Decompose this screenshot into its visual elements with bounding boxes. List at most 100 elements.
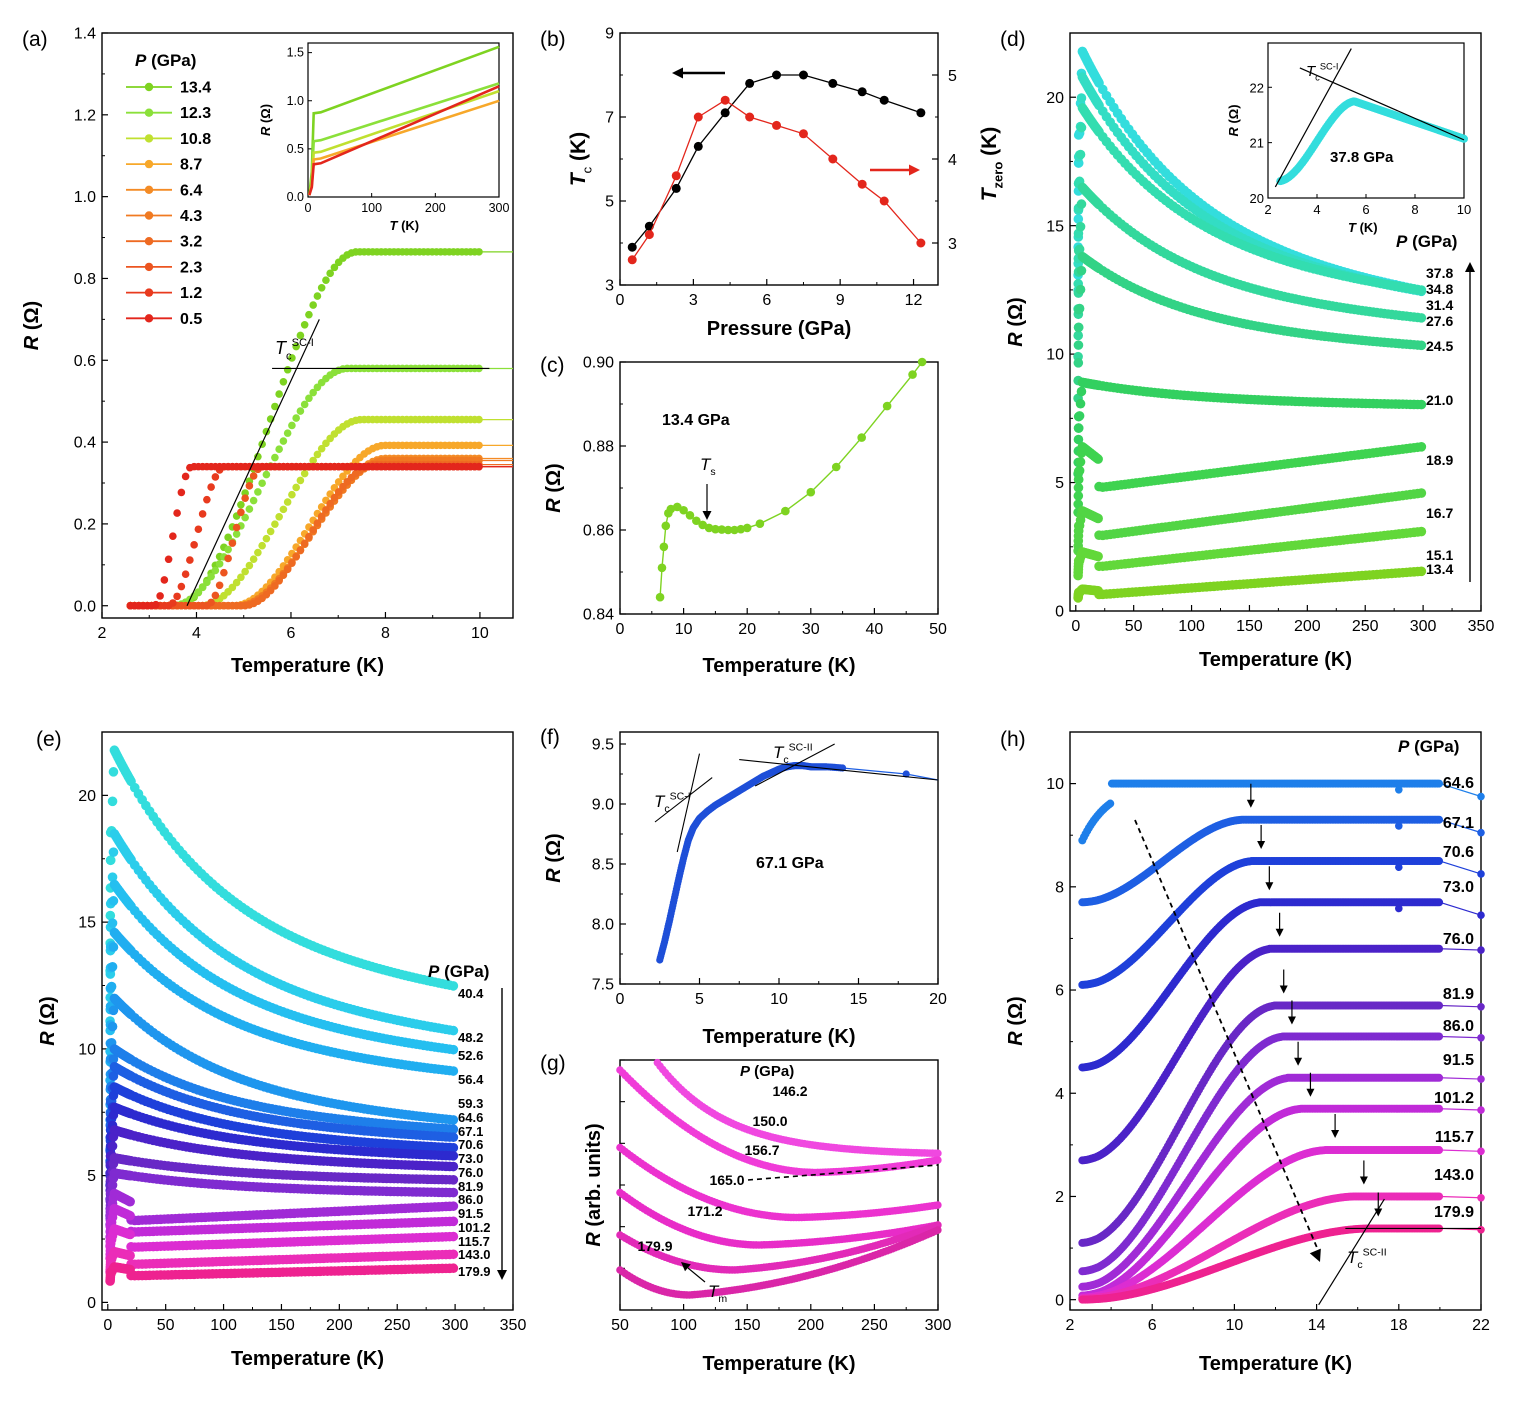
legend-marker bbox=[144, 262, 154, 272]
y2-tick-label: 5 bbox=[948, 68, 957, 85]
y-tick-label: 0.0 bbox=[74, 598, 96, 615]
y-tick-label: 8.0 bbox=[592, 917, 614, 934]
series-T_c-point bbox=[627, 242, 637, 252]
series-0.5-point bbox=[173, 509, 181, 517]
x-tick-label: 350 bbox=[1468, 618, 1495, 635]
legend-label: 1.2 bbox=[180, 285, 202, 302]
series-3.2-point bbox=[296, 546, 305, 554]
series-10.8-point bbox=[317, 444, 326, 453]
x-tick-label: 200 bbox=[326, 1317, 353, 1334]
series-10.8-point bbox=[309, 456, 317, 465]
x-tick-label: 100 bbox=[670, 1317, 697, 1334]
series-13.4-point bbox=[711, 524, 720, 534]
series-18.9-point bbox=[1093, 454, 1103, 464]
series-T_zero-point bbox=[720, 95, 730, 105]
series-label: 40.4 bbox=[458, 986, 484, 1001]
series-3.2-point bbox=[322, 506, 330, 514]
series-T_zero-point bbox=[828, 154, 838, 164]
series-24.5-point bbox=[1073, 322, 1084, 333]
series-12.3-point bbox=[292, 414, 300, 422]
inset-y-tick-label: 20 bbox=[1250, 191, 1264, 206]
series-13.4-point bbox=[831, 462, 841, 472]
y-tick-label: 0.2 bbox=[74, 517, 96, 534]
series-48.2-point bbox=[448, 1025, 459, 1036]
label-part: c bbox=[286, 350, 292, 362]
series-31.4-point bbox=[1416, 285, 1427, 295]
series-24.5-point bbox=[1074, 303, 1085, 314]
series-T_c-point bbox=[671, 183, 681, 193]
series-13.4-point bbox=[755, 519, 765, 528]
series-3.2-point bbox=[313, 519, 322, 527]
y2-tick-label: 4 bbox=[948, 152, 957, 169]
x-tick-label: 150 bbox=[268, 1317, 295, 1334]
series-56.4-point bbox=[448, 1066, 459, 1076]
series-3.2-point bbox=[288, 559, 296, 567]
legend-marker bbox=[144, 185, 154, 194]
series-12.3-point bbox=[203, 578, 211, 587]
series-13.4 bbox=[659, 361, 923, 598]
y-axis-title: R (Ω) bbox=[1005, 297, 1027, 346]
inset-y-tick-label: 22 bbox=[1250, 80, 1264, 95]
series-91.5-point bbox=[448, 1201, 459, 1211]
series-10.8-point bbox=[300, 469, 309, 478]
legend-label: 13.4 bbox=[180, 80, 211, 97]
series-21.0-point bbox=[1075, 398, 1086, 409]
label-part: (Ω) bbox=[543, 463, 565, 498]
series-13.4-point bbox=[288, 354, 296, 362]
inset-y-tick-label: 0.5 bbox=[287, 142, 304, 156]
series-label: 59.3 bbox=[458, 1096, 483, 1111]
series-13.4-point bbox=[685, 511, 695, 520]
series-0.5-point bbox=[152, 600, 160, 609]
series-10.8-point bbox=[254, 548, 262, 557]
y-tick-label: 1.4 bbox=[74, 26, 96, 43]
legend-title: P (GPa) bbox=[428, 962, 489, 981]
plot-frame bbox=[619, 32, 939, 286]
x-tick-label: 8 bbox=[381, 625, 390, 642]
ts-arrowhead bbox=[702, 511, 712, 520]
series-label: 16.7 bbox=[1426, 505, 1453, 521]
label-part: P bbox=[428, 962, 440, 981]
series-1.2-point bbox=[169, 599, 177, 607]
series-13.4-point bbox=[723, 525, 733, 535]
series-16.7-point bbox=[1093, 513, 1103, 524]
series-12.3-point bbox=[215, 560, 224, 568]
series-146.2-point bbox=[934, 1149, 942, 1158]
legend-marker bbox=[144, 211, 154, 220]
inset-x-tick-label: 2 bbox=[1264, 202, 1271, 217]
series-59.3-point bbox=[448, 1115, 459, 1125]
series-56.4-point bbox=[108, 942, 119, 952]
series-81.9-point bbox=[448, 1175, 459, 1185]
series-label: 48.2 bbox=[458, 1030, 483, 1045]
x-tick-label: 50 bbox=[1125, 618, 1143, 635]
series-10.8-point bbox=[322, 439, 330, 448]
inset-x-tick-label: 200 bbox=[425, 201, 446, 215]
series-2.3-point bbox=[249, 472, 258, 480]
x-tick-label: 6 bbox=[287, 625, 296, 642]
series-10.8-point bbox=[241, 567, 249, 576]
series-0.5-point bbox=[475, 462, 483, 471]
y-tick-label: 15 bbox=[1046, 218, 1064, 235]
series-13.4-point bbox=[661, 521, 671, 531]
x-axis-title: Temperature (K) bbox=[1199, 649, 1352, 671]
label-part: SC-II bbox=[789, 741, 813, 753]
series-1.2-point bbox=[194, 525, 203, 534]
series-1.2-point bbox=[190, 541, 198, 549]
series-13.4-point bbox=[271, 402, 279, 411]
x-tick-label: 150 bbox=[734, 1317, 761, 1334]
legend-marker bbox=[144, 108, 154, 117]
y-tick-label: 5 bbox=[87, 1168, 96, 1185]
inset-frame bbox=[307, 42, 500, 198]
inset-x-title: T (K) bbox=[1348, 220, 1378, 235]
y-axis-title: R (Ω) bbox=[37, 996, 59, 1045]
label-part: (GPa) bbox=[146, 51, 196, 70]
label-part: R bbox=[258, 126, 273, 136]
legend-label: 4.3 bbox=[180, 208, 202, 225]
pressure-arrowhead bbox=[1465, 262, 1475, 272]
label-part: (K) bbox=[567, 132, 590, 167]
series-10.8-point bbox=[232, 578, 241, 587]
x-tick-label: 100 bbox=[1178, 618, 1205, 635]
label-part: c bbox=[783, 754, 788, 766]
series-13.4-point bbox=[254, 452, 262, 461]
series-21.0-point bbox=[1074, 411, 1085, 421]
series-12.3-point bbox=[254, 488, 262, 496]
